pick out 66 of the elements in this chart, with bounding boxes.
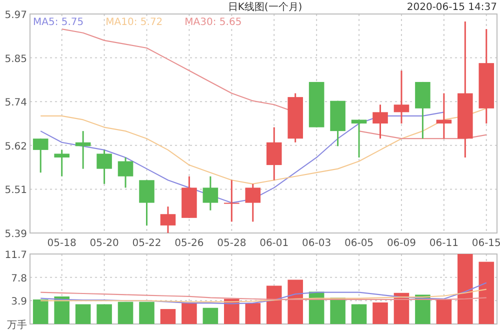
candlestick [224,179,240,222]
bar [54,296,70,324]
bar [351,304,367,324]
x-tick-label: 05-18 [47,238,76,249]
candlestick [139,179,154,226]
candlestick [54,149,70,178]
bar [436,299,452,324]
bar [118,302,134,324]
candlestick [75,130,91,170]
bar [330,298,346,324]
candlestick [351,118,367,158]
x-tick-label: 06-03 [302,238,332,249]
text: MA5: 5.75 [33,17,84,28]
bar [182,303,197,324]
bar [139,302,154,324]
y-tick-label: 5.85 [4,54,27,65]
x-tick-label: 06-09 [386,238,416,249]
text: MA10: 5.72 [106,17,163,28]
line-series [40,112,444,204]
x-tick-label: 05-22 [132,238,162,249]
x-tick-label: 05-28 [217,238,246,249]
x-tick-label: 06-01 [260,238,289,249]
bar [458,254,473,324]
y-tick-label: 5.39 [4,229,27,240]
y-tick-label: 5.51 [4,185,27,196]
line-series [40,292,487,300]
y-tick-label: 3.9 [11,296,27,308]
candlestick [160,206,176,234]
candlestick [372,104,388,140]
y-tick-label: 5.62 [4,141,27,152]
y-tick-label: 5.97 [4,10,27,21]
candlestick [266,126,282,181]
x-tick-label: 05-26 [174,238,204,249]
x-tick-label: 05-20 [90,238,119,249]
candlestick [32,138,48,174]
bar [160,309,176,324]
line-series [40,288,487,302]
bar [75,304,91,324]
line-series [40,108,487,184]
candlestick [96,149,112,185]
bar [202,308,218,324]
bar [478,262,494,324]
bar [288,280,303,324]
bar [224,298,240,324]
x-tick-label: 06-15 [472,238,500,249]
chart-title: 日K线图(一个月) [228,1,302,13]
candlestick [245,183,261,222]
bar [372,302,388,324]
candlestick [436,92,452,140]
x-tick-label: 06-05 [344,238,374,249]
text: MA30: 5.65 [184,17,242,28]
line-series [40,282,487,304]
candlestick [118,156,134,188]
text: 2020-06-15 14:37 [406,2,497,13]
bar [266,286,282,324]
candlestick [394,70,410,124]
y-tick-label: 11.7 [4,250,27,261]
bar [32,299,48,324]
candlestick [202,176,218,212]
bar [245,303,261,324]
bar [96,304,112,324]
y-tick-label: 5.74 [4,98,27,109]
x-tick-label: 06-11 [429,238,458,249]
bar [394,292,410,324]
y-tick-label: 7.8 [11,273,27,284]
y-tick-label: 万手 [7,319,27,331]
